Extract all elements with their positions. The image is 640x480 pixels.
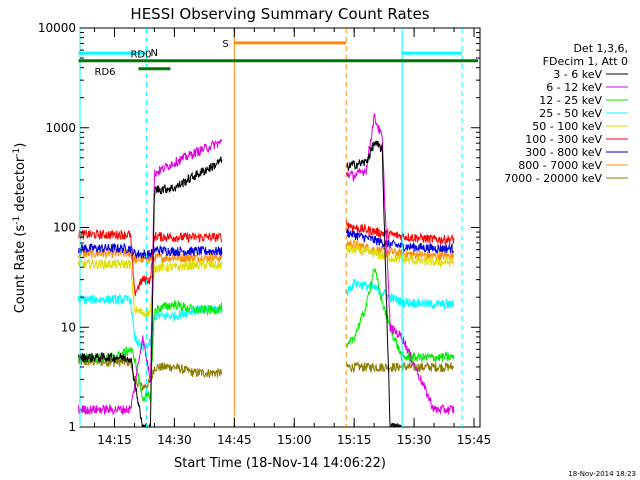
y-axis-label: Count Rate (s-1 detector-1) <box>12 143 28 314</box>
series-50-100-kev-line <box>78 244 455 318</box>
flag-n-label: N <box>150 48 157 59</box>
x-tick-label: 14:30 <box>157 433 192 447</box>
y-tick-label: 1000 <box>45 121 76 135</box>
legend-header: FDecim 1, Att 0 <box>543 55 628 68</box>
legend-entry-label: 3 - 6 keV <box>553 68 602 81</box>
legend-header: Det 1,3,6, <box>573 42 628 55</box>
legend-entry-label: 25 - 50 keV <box>539 107 602 120</box>
series-6-12-kev-line <box>78 113 455 416</box>
series-100-300-kev-line <box>78 220 455 297</box>
series-layer <box>78 113 455 428</box>
y-tick-label: 10000 <box>38 21 76 35</box>
x-tick-label: 15:00 <box>277 433 312 447</box>
x-tick-label: 15:15 <box>337 433 372 447</box>
legend-entry-label: 50 - 100 keV <box>532 120 602 133</box>
series-300-800-kev-line <box>78 228 454 260</box>
legend-entry-label: 6 - 12 keV <box>546 81 602 94</box>
series-3-6-kev-line <box>78 140 402 428</box>
axis-layer: 14:15 14:30 14:45 15:00 15:15 15:30 15:45 1 10 10… <box>38 21 491 447</box>
x-tick-label: 15:45 <box>457 433 492 447</box>
x-axis-label: Start Time (18-Nov-14 14:06:22) <box>174 456 386 471</box>
y-tick-label: 100 <box>53 221 76 235</box>
legend-entry-label: 800 - 7000 keV <box>518 159 602 172</box>
flag-rd6-label: RD6 <box>95 67 116 78</box>
timestamp: 18-Nov-2014 18:23 <box>568 470 636 478</box>
y-tick-label: 10 <box>61 320 76 334</box>
x-tick-label: 15:30 <box>397 433 432 447</box>
legend-entry-label: 300 - 800 keV <box>525 146 602 159</box>
flag-rd0-label: RD0 <box>130 50 151 61</box>
legend-entry-label: 100 - 300 keV <box>525 133 602 146</box>
legend-entry-label: 12 - 25 keV <box>539 94 602 107</box>
x-tick-label: 14:15 <box>97 433 132 447</box>
legend-entry-label: 7000 - 20000 keV <box>504 172 602 185</box>
y-tick-label: 1 <box>68 420 76 434</box>
flag-s-label: S <box>222 39 228 50</box>
x-tick-label: 14:45 <box>217 433 252 447</box>
chart-title: HESSI Observing Summary Count Rates <box>130 5 429 23</box>
